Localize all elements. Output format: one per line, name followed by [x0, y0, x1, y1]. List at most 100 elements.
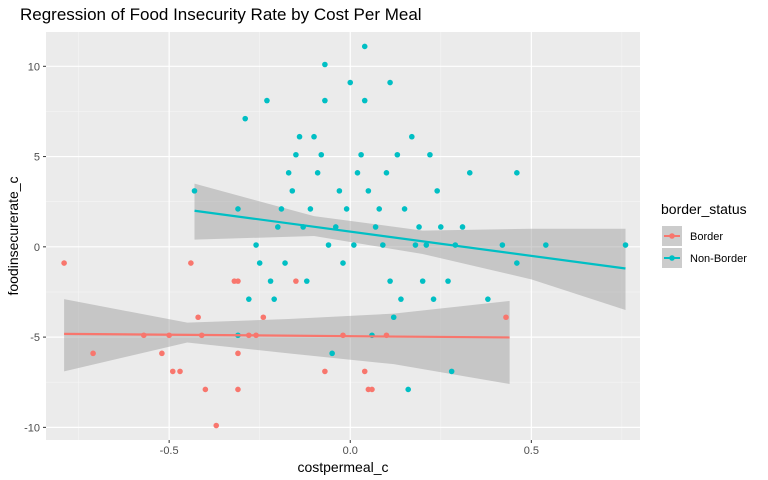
y-tick-label: -10 — [24, 422, 40, 434]
data-point — [202, 386, 209, 393]
data-point — [427, 151, 433, 158]
data-point — [177, 368, 183, 375]
data-point — [445, 278, 451, 284]
data-points — [61, 43, 629, 429]
confidence-band — [64, 299, 510, 385]
data-point — [390, 314, 397, 321]
data-point — [267, 278, 274, 284]
data-point — [188, 260, 194, 266]
data-point — [282, 260, 288, 266]
data-point — [322, 97, 328, 104]
data-point — [405, 386, 411, 393]
data-point — [235, 350, 241, 357]
data-point — [503, 314, 509, 321]
confidence-bands — [64, 183, 626, 385]
chart-title: Regression of Food Insecurity Rate by Co… — [20, 5, 422, 24]
data-point — [430, 296, 437, 302]
data-point — [376, 206, 383, 212]
data-point — [90, 350, 96, 357]
data-point — [169, 368, 176, 375]
data-point — [394, 151, 401, 158]
data-point — [329, 350, 335, 357]
legend-key-point — [669, 255, 675, 261]
data-point — [311, 133, 317, 140]
data-point — [195, 314, 201, 321]
data-point — [387, 79, 393, 86]
data-point — [322, 61, 328, 68]
data-point — [275, 224, 281, 230]
data-point — [285, 170, 292, 176]
y-tick-label: 0 — [34, 242, 40, 254]
x-tick-label: 0.0 — [343, 445, 358, 457]
data-point — [260, 314, 267, 321]
data-point — [485, 296, 491, 302]
data-point — [354, 170, 361, 176]
data-point — [347, 79, 354, 86]
data-point — [622, 242, 629, 248]
data-point — [303, 278, 310, 284]
data-point — [351, 242, 357, 248]
data-point — [61, 260, 67, 266]
data-point — [235, 206, 241, 212]
data-point — [361, 43, 368, 50]
data-point — [369, 386, 375, 393]
data-point — [235, 386, 241, 393]
data-point — [448, 368, 455, 375]
data-point — [191, 188, 198, 194]
data-point — [278, 206, 285, 212]
y-axis: -10 -5 0 5 10 — [24, 61, 46, 434]
grid — [46, 32, 640, 440]
data-point — [459, 224, 466, 230]
y-tick-label: 5 — [34, 152, 40, 164]
data-point — [380, 242, 386, 248]
data-point — [514, 260, 520, 266]
data-point — [289, 188, 296, 194]
data-point — [325, 242, 332, 248]
legend-key-point — [669, 233, 675, 239]
data-point — [361, 368, 368, 375]
data-point — [293, 278, 299, 284]
data-point — [271, 296, 277, 302]
data-point — [322, 368, 328, 375]
data-point — [514, 170, 520, 176]
data-point — [383, 170, 390, 176]
data-point — [159, 350, 165, 357]
regression-line — [194, 209, 626, 270]
data-point — [437, 224, 444, 230]
regression-line — [64, 332, 510, 339]
data-point — [466, 170, 473, 176]
y-tick-label: 10 — [28, 61, 40, 73]
x-tick-label: -0.5 — [160, 445, 179, 457]
data-point — [416, 224, 422, 230]
data-point — [499, 242, 506, 248]
data-point — [343, 206, 350, 212]
legend-title: border_status — [661, 201, 747, 217]
data-point — [412, 242, 419, 248]
data-point — [365, 188, 372, 194]
legend-label: Non-Border — [690, 253, 747, 265]
data-point — [213, 422, 220, 429]
x-axis-title: costpermeal_c — [297, 459, 388, 475]
data-point — [543, 242, 549, 248]
data-point — [318, 151, 325, 158]
data-point — [358, 151, 364, 158]
data-point — [434, 188, 440, 194]
data-point — [336, 188, 343, 194]
data-point — [293, 151, 299, 158]
data-point — [307, 206, 314, 212]
data-point — [235, 278, 241, 284]
confidence-band — [194, 183, 626, 311]
x-axis: -0.5 0.0 0.5 — [160, 440, 539, 457]
y-tick-label: -5 — [30, 332, 40, 344]
data-point — [409, 133, 415, 140]
data-point — [387, 278, 393, 284]
data-point — [296, 133, 303, 140]
regression-lines — [64, 209, 626, 339]
data-point — [361, 97, 368, 104]
data-point — [372, 224, 379, 230]
y-axis-title: foodinsecurerate_c — [5, 176, 21, 295]
data-point — [423, 242, 430, 248]
data-point — [401, 206, 408, 212]
data-point — [340, 260, 346, 266]
